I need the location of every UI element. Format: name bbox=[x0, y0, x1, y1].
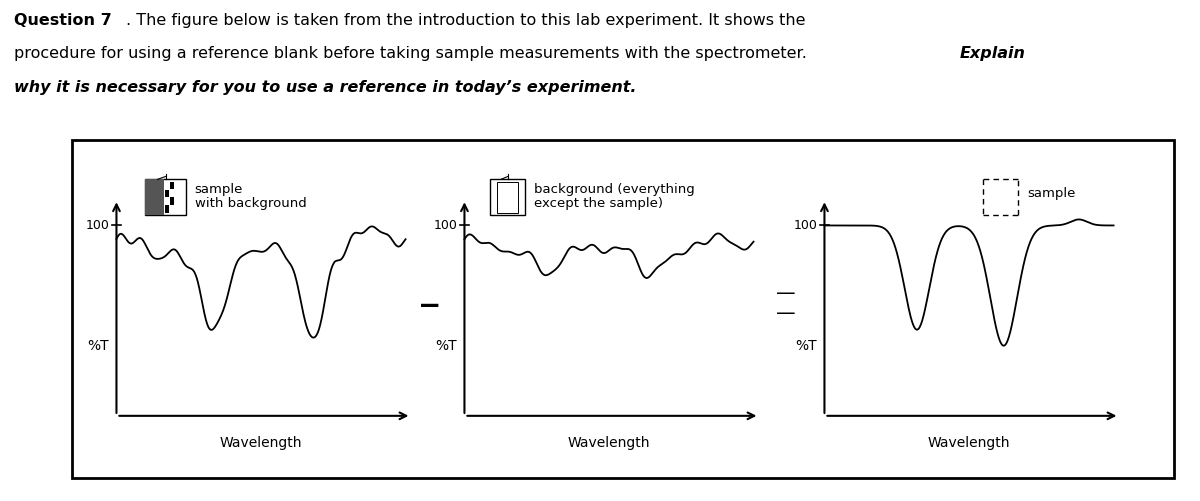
Text: Question 7: Question 7 bbox=[14, 13, 112, 28]
Text: %T: %T bbox=[436, 339, 457, 353]
Bar bbox=[145, 179, 186, 215]
Text: −: − bbox=[418, 292, 442, 320]
Text: —: — bbox=[776, 284, 796, 303]
Bar bbox=[164, 205, 169, 212]
Text: except the sample): except the sample) bbox=[534, 197, 662, 210]
Text: %T: %T bbox=[796, 339, 817, 353]
Text: Explain: Explain bbox=[960, 46, 1026, 61]
Text: %T: %T bbox=[88, 339, 109, 353]
Text: sample: sample bbox=[1027, 187, 1075, 200]
Bar bbox=[169, 197, 174, 204]
Bar bbox=[498, 182, 518, 212]
Text: . The figure below is taken from the introduction to this lab experiment. It sho: . The figure below is taken from the int… bbox=[126, 13, 805, 28]
Text: procedure for using a reference blank before taking sample measurements with the: procedure for using a reference blank be… bbox=[14, 46, 812, 61]
Text: sample: sample bbox=[194, 183, 242, 196]
Bar bbox=[491, 179, 526, 215]
Text: why it is necessary for you to use a reference in today’s experiment.: why it is necessary for you to use a ref… bbox=[14, 80, 637, 95]
Text: 100: 100 bbox=[85, 219, 109, 232]
Text: Wavelength: Wavelength bbox=[568, 436, 650, 450]
Text: with background: with background bbox=[194, 197, 306, 210]
Text: 100: 100 bbox=[793, 219, 817, 232]
Text: Wavelength: Wavelength bbox=[928, 436, 1010, 450]
Text: background (everything: background (everything bbox=[534, 183, 695, 196]
Bar bbox=[164, 189, 169, 197]
Bar bbox=[145, 179, 163, 215]
Text: 100: 100 bbox=[433, 219, 457, 232]
Text: Wavelength: Wavelength bbox=[220, 436, 302, 450]
Bar bbox=[169, 181, 174, 189]
Text: —: — bbox=[776, 304, 796, 323]
